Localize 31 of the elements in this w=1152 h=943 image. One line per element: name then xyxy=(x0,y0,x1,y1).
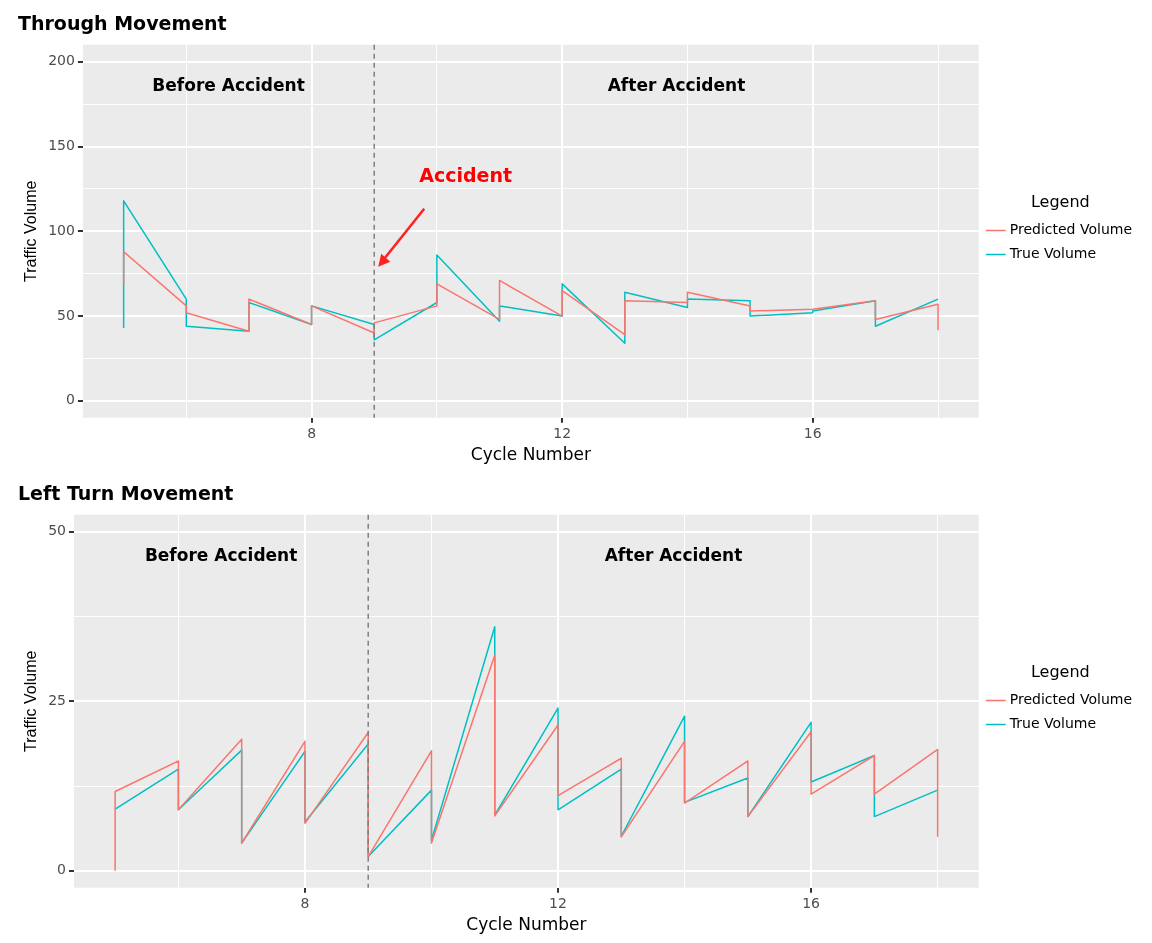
annotation: After Accident xyxy=(607,75,746,96)
ref-line-label: Accident xyxy=(419,163,513,186)
chart-title: Left Turn Movement xyxy=(18,482,234,505)
legend-label: True Volume xyxy=(1008,245,1097,262)
y-axis-title: Traffic Volume xyxy=(22,650,40,752)
annotation: Before Accident xyxy=(152,75,305,96)
y-axis-title: Traffic Volume xyxy=(22,180,40,282)
x-tick-label: 8 xyxy=(300,894,310,911)
y-tick-label: 25 xyxy=(48,691,67,708)
legend-label: True Volume xyxy=(1008,715,1097,732)
chart-title: Through Movement xyxy=(18,12,227,35)
y-tick-label: 50 xyxy=(48,522,67,539)
legend-label: Predicted Volume xyxy=(1009,221,1133,238)
x-tick-label: 16 xyxy=(802,894,821,911)
x-tick-label: 12 xyxy=(549,894,567,911)
x-axis-title: Cycle Number xyxy=(466,914,587,935)
legend-title: Legend xyxy=(1030,191,1090,211)
x-tick-label: 12 xyxy=(553,424,572,441)
annotation: After Accident xyxy=(604,545,743,566)
y-tick-label: 0 xyxy=(66,391,75,408)
annotation: Before Accident xyxy=(144,545,298,566)
legend-title: Legend xyxy=(1030,661,1090,681)
y-tick-label: 0 xyxy=(57,861,67,878)
x-tick-label: 8 xyxy=(307,424,317,441)
y-tick-label: 100 xyxy=(48,221,75,238)
x-tick-label: 16 xyxy=(803,424,822,441)
y-tick-label: 150 xyxy=(48,137,75,154)
legend-label: Predicted Volume xyxy=(1009,691,1133,708)
y-tick-label: 200 xyxy=(48,52,75,69)
y-tick-label: 50 xyxy=(57,306,75,323)
x-axis-title: Cycle Number xyxy=(470,444,591,465)
